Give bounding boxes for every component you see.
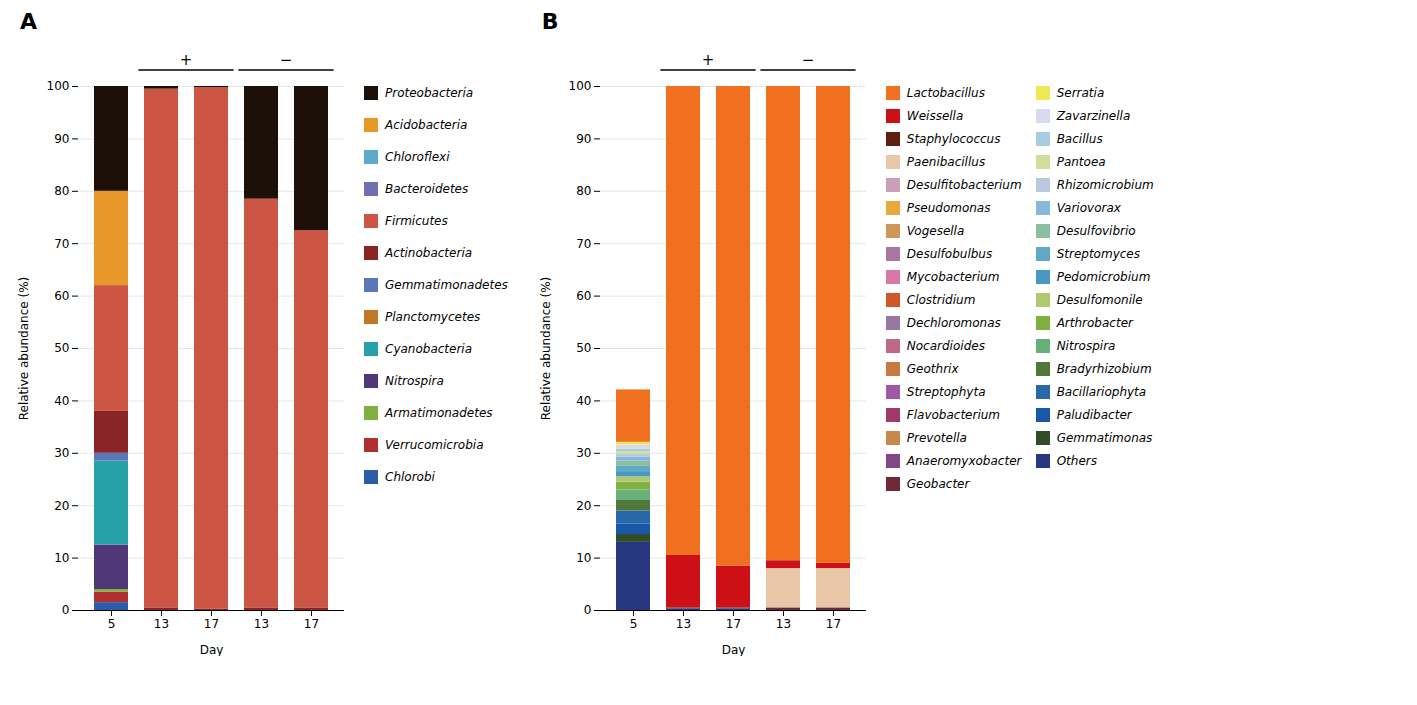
html-text:Nitrospira: Nitrospira <box>385 374 444 388</box>
html-text:Actinobacteria: Actinobacteria <box>385 246 473 260</box>
html-text:Paludibacter: Paludibacter <box>1056 408 1132 422</box>
svg-text:17: 17 <box>204 617 219 631</box>
svg-text:−: − <box>280 51 293 69</box>
svg-text:40: 40 <box>576 394 591 408</box>
svg-text:70: 70 <box>576 237 591 251</box>
html-text:Others: Others <box>1056 454 1097 468</box>
html-text:Pantoea: Pantoea <box>1056 155 1106 169</box>
html-text:Paenibacillus: Paenibacillus <box>906 155 986 169</box>
html-text:Nitrospira: Nitrospira <box>1056 339 1116 353</box>
html-text:Desulfomonile: Desulfomonile <box>1056 293 1143 307</box>
html-text:Geobacter: Geobacter <box>906 477 970 491</box>
html-text:Variovorax: Variovorax <box>1056 201 1121 215</box>
svg-text:30: 30 <box>576 446 591 460</box>
html-text:Desulfitobacterium: Desulfitobacterium <box>906 178 1022 192</box>
svg-text:90: 90 <box>54 132 69 146</box>
svg-text:0: 0 <box>584 603 592 617</box>
svg-text:13: 13 <box>154 617 169 631</box>
svg-text:70: 70 <box>54 237 69 251</box>
html-text:Arthrobacter: Arthrobacter <box>1056 316 1133 330</box>
svg-text:Day: Day <box>200 643 224 657</box>
svg-text:20: 20 <box>54 499 69 513</box>
html-text:Clostridium: Clostridium <box>906 293 976 307</box>
html-text:Desulfovibrio: Desulfovibrio <box>1056 224 1136 238</box>
html-text:Acidobacteria: Acidobacteria <box>385 118 468 132</box>
html-text:Rhizomicrobium: Rhizomicrobium <box>1056 178 1154 192</box>
html-text:Verrucomicrobia: Verrucomicrobia <box>385 438 484 452</box>
svg-text:30: 30 <box>54 446 69 460</box>
html-text:Zavarzinella: Zavarzinella <box>1056 109 1131 123</box>
html-text:Bradyrhizobium: Bradyrhizobium <box>1056 362 1152 376</box>
svg-text:0: 0 <box>62 603 70 617</box>
svg-text:13: 13 <box>676 617 691 631</box>
svg-text:10: 10 <box>54 551 69 565</box>
svg-text:Day: Day <box>721 643 745 657</box>
html-text:Bacillus: Bacillus <box>1056 132 1103 146</box>
html-text:Dechloromonas: Dechloromonas <box>906 316 1001 330</box>
svg-text:13: 13 <box>776 617 791 631</box>
svg-text:10: 10 <box>576 551 591 565</box>
html-text:Staphylococcus: Staphylococcus <box>906 132 1001 146</box>
svg-text:50: 50 <box>54 341 69 355</box>
html-text:Pedomicrobium: Pedomicrobium <box>1056 270 1151 284</box>
html-text:Desulfobulbus: Desulfobulbus <box>906 247 993 261</box>
html-text:Planctomycetes: Planctomycetes <box>385 310 481 324</box>
html-text:Geothrix: Geothrix <box>906 362 959 376</box>
html-text:Streptomyces: Streptomyces <box>1056 247 1140 261</box>
svg-text:100: 100 <box>47 79 70 93</box>
svg-text:50: 50 <box>576 341 591 355</box>
svg-text:20: 20 <box>576 499 591 513</box>
svg-text:17: 17 <box>726 617 741 631</box>
svg-text:5: 5 <box>629 617 637 631</box>
html-text:Gemmatimonadetes: Gemmatimonadetes <box>385 278 508 292</box>
svg-text:+: + <box>702 51 715 69</box>
svg-text:60: 60 <box>576 289 591 303</box>
html-text:Weissella: Weissella <box>906 109 964 123</box>
html-text:Chloroflexi: Chloroflexi <box>385 150 450 164</box>
html-text:Gemmatimonas: Gemmatimonas <box>1056 431 1153 445</box>
html-text:B: B <box>541 9 559 34</box>
html-text:Vogesella: Vogesella <box>906 224 965 238</box>
svg-text:80: 80 <box>54 184 69 198</box>
html-text:Mycobacterium: Mycobacterium <box>906 270 1000 284</box>
html-text:Bacillariophyta: Bacillariophyta <box>1056 385 1147 399</box>
html-text:Serratia: Serratia <box>1056 86 1105 100</box>
svg-text:Relative abundance (%): Relative abundance (%) <box>539 277 553 421</box>
svg-text:17: 17 <box>826 617 841 631</box>
svg-text:Relative abundance (%): Relative abundance (%) <box>17 277 31 421</box>
html-text:Pseudomonas: Pseudomonas <box>906 201 991 215</box>
html-text:Flavobacterium: Flavobacterium <box>906 408 1001 422</box>
svg-text:−: − <box>802 51 815 69</box>
svg-text:40: 40 <box>54 394 69 408</box>
svg-text:100: 100 <box>568 79 591 93</box>
html-text:Firmicutes: Firmicutes <box>385 214 448 228</box>
html-text:Lactobacillus: Lactobacillus <box>906 86 985 100</box>
html-text:Bacteroidetes: Bacteroidetes <box>385 182 469 196</box>
html-text:Chlorobi: Chlorobi <box>385 470 435 484</box>
html-text:Nocardioides: Nocardioides <box>906 339 985 353</box>
html-text:Streptophyta: Streptophyta <box>906 385 986 399</box>
html-text:Prevotella: Prevotella <box>906 431 967 445</box>
html-text:Armatimonadetes: Armatimonadetes <box>385 406 493 420</box>
svg-text:5: 5 <box>108 617 116 631</box>
html-text:A: A <box>20 9 37 34</box>
svg-text:13: 13 <box>254 617 269 631</box>
svg-text:+: + <box>180 51 193 69</box>
html-text:Proteobacteria: Proteobacteria <box>385 86 474 100</box>
svg-text:60: 60 <box>54 289 69 303</box>
html-text:Anaeromyxobacter: Anaeromyxobacter <box>906 454 1022 468</box>
svg-text:90: 90 <box>576 132 591 146</box>
html-text:Cyanobacteria: Cyanobacteria <box>385 342 473 356</box>
svg-text:17: 17 <box>304 617 319 631</box>
svg-text:80: 80 <box>576 184 591 198</box>
